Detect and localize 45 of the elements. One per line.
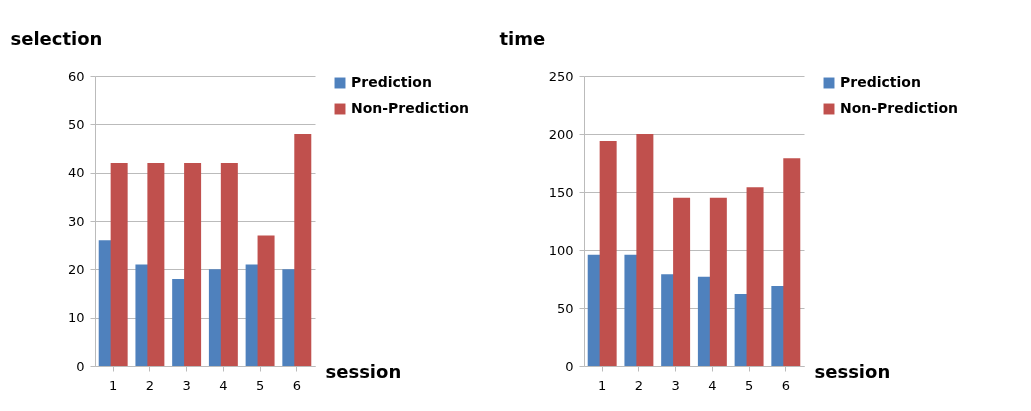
x-axis-title: session [814, 360, 891, 382]
bar [294, 134, 312, 366]
x-tick-label: 6 [781, 377, 790, 393]
x-tick-label: 6 [292, 377, 301, 393]
y-tick-label: 150 [548, 184, 574, 200]
y-tick-label: 50 [556, 300, 574, 316]
y-tick-label: 40 [67, 165, 85, 181]
y-axis-title: selection [10, 27, 103, 49]
bar [110, 163, 128, 366]
x-tick-label: 4 [708, 377, 717, 393]
y-tick-label: 200 [548, 126, 574, 142]
y-tick-label: 50 [67, 116, 85, 132]
y-tick-label: 0 [76, 358, 85, 374]
legend-label: Prediction [351, 74, 432, 90]
bar [184, 163, 202, 366]
legend-label: Non-Prediction [351, 100, 469, 116]
legend-label: Prediction [840, 74, 921, 90]
y-tick-label: 20 [67, 261, 85, 277]
x-tick-label: 2 [145, 377, 155, 393]
y-tick-label: 60 [67, 68, 85, 84]
bar [220, 163, 238, 366]
x-tick-label: 4 [219, 377, 228, 393]
y-tick-label: 100 [548, 242, 574, 258]
y-axis-title: time [499, 27, 546, 49]
bar [636, 134, 654, 366]
x-tick-label: 5 [744, 377, 754, 393]
bar [746, 187, 764, 366]
bar [673, 197, 691, 366]
y-tick-label: 30 [67, 213, 85, 229]
bar [599, 140, 617, 366]
x-tick-label: 3 [182, 377, 191, 393]
y-tick-label: 0 [565, 358, 574, 374]
x-tick-label: 5 [255, 377, 265, 393]
x-tick-label: 1 [598, 377, 607, 393]
x-tick-label: 3 [671, 377, 680, 393]
bar [257, 235, 275, 366]
bar [147, 163, 165, 366]
bar [783, 158, 801, 366]
x-axis-title: session [325, 360, 402, 382]
x-tick-label: 2 [634, 377, 644, 393]
legend-label: Non-Prediction [840, 100, 958, 116]
x-tick-label: 1 [109, 377, 118, 393]
y-tick-label: 250 [548, 68, 574, 84]
bar [709, 197, 727, 366]
y-tick-label: 10 [67, 310, 85, 326]
